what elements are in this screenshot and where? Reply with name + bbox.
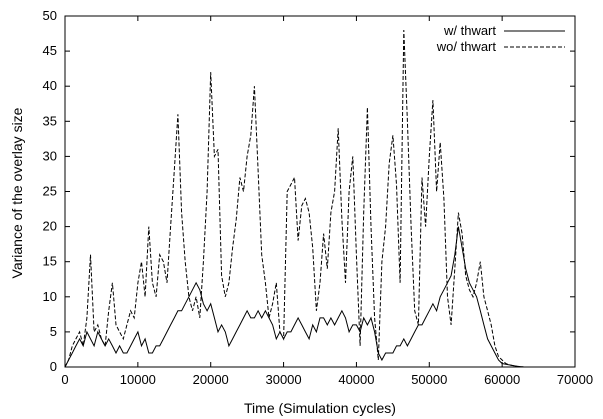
legend-label-wo-thwart: wo/ thwart [436, 39, 497, 54]
x-tick-label: 50000 [411, 372, 447, 387]
x-tick-label: 60000 [484, 372, 520, 387]
y-tick-label: 5 [50, 324, 57, 339]
y-tick-label: 35 [43, 113, 57, 128]
y-axis-label: Variance of the overlay size [9, 107, 25, 278]
y-tick-label: 30 [43, 148, 57, 163]
legend: w/ thwart wo/ thwart [436, 23, 565, 54]
y-axis-label-group: Variance of the overlay size [9, 107, 25, 278]
series-line-wo-thwart [64, 29, 575, 368]
y-tick-label: 40 [43, 78, 57, 93]
x-tick-label: 10000 [120, 372, 156, 387]
y-tick-label: 10 [43, 289, 57, 304]
x-axis-label: Time (Simulation cycles) [244, 400, 396, 416]
legend-label-w-thwart: w/ thwart [443, 23, 496, 38]
plot-frame [64, 15, 576, 368]
x-tick-label: 20000 [193, 372, 229, 387]
plot-area [64, 29, 575, 368]
x-tick-label: 70000 [557, 372, 593, 387]
y-tick-label: 45 [43, 43, 57, 58]
y-tick-label: 20 [43, 219, 57, 234]
series-line-w-thwart [64, 226, 575, 368]
x-tick-label: 40000 [338, 372, 374, 387]
axis-ticks: 0 10000 20000 30000 40000 50000 60000 70000 0 5 10… [43, 8, 594, 387]
y-tick-label: 50 [43, 8, 57, 23]
y-tick-label: 0 [50, 359, 57, 374]
y-tick-label: 15 [43, 254, 57, 269]
y-tick-label: 25 [43, 184, 57, 199]
x-tick-label: 30000 [265, 372, 301, 387]
x-tick-label: 0 [61, 372, 68, 387]
